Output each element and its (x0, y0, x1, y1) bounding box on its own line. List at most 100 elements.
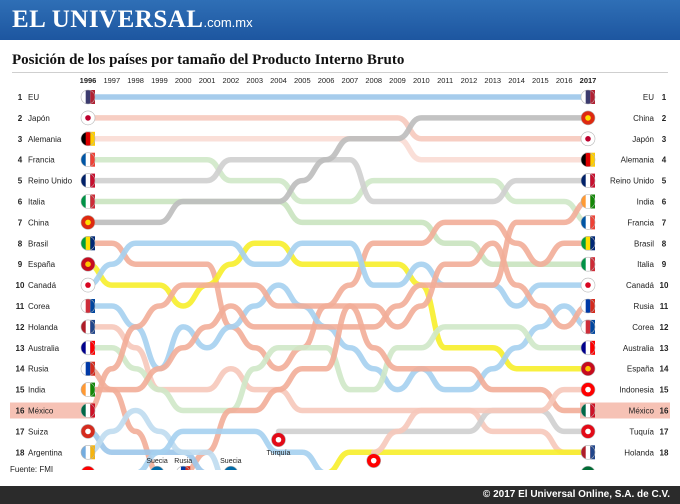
flag-icon-left-15 (80, 382, 96, 397)
highlight-band-left (10, 402, 94, 419)
country-label-left-8: Brasil (28, 239, 48, 248)
flag-icon-left-9-emblem (85, 261, 91, 268)
rank-chart: 1996 1997 1998 1999 2000 2001 2002 2003 2004 2005… (10, 76, 670, 470)
country-label-left-15: India (28, 386, 46, 395)
annotation-flag-icon-8 (271, 432, 286, 448)
flag-icon-left-8 (80, 236, 96, 251)
flag-icon-right-13-outline (580, 340, 596, 356)
flag-icon-right-16-band (585, 403, 591, 418)
flag-icon-left-3 (80, 131, 96, 147)
flag-icon-left-14 (80, 361, 96, 377)
flag-icon-left-2-emblem (85, 115, 91, 121)
year-label-1997: 1997 (103, 76, 120, 85)
flag-icon-right-1-outline (580, 89, 596, 105)
flag-icon-left-3-outline (80, 131, 96, 147)
series-line-brasil (85, 219, 591, 372)
rank-number-left-8: 8 (18, 239, 23, 248)
flag-icon-left-12-band (85, 319, 91, 334)
annotation-flag-icon-9-emblem (370, 457, 377, 464)
year-label-2007: 2007 (342, 76, 359, 85)
flag-icon-right-9 (580, 256, 596, 272)
year-label-2017: 2017 (580, 76, 597, 85)
flag-icon-left-1 (80, 89, 96, 105)
series-line-turquia (275, 407, 591, 435)
flag-icon-right-18-band (585, 445, 591, 460)
flag-icon-left-15-band-right (90, 382, 95, 397)
rank-number-left-11: 11 (16, 302, 25, 311)
flag-icon-left-8-band (85, 236, 91, 251)
page-title: Posición de los países por tamaño del Pr… (12, 52, 405, 68)
flag-icon-right-11-band (585, 299, 591, 313)
country-label-left-11: Corea (28, 302, 50, 311)
flag-icon-right-17 (580, 424, 596, 439)
series-line-francia (85, 156, 591, 226)
country-label-right-2: China (633, 114, 654, 123)
year-label-2010: 2010 (413, 76, 430, 85)
annotation-flag-icon-8-emblem (275, 436, 282, 443)
flag-icon-right-7-band-right (590, 215, 595, 230)
flag-icon-right-16 (580, 403, 596, 418)
flag-icon-left-11 (80, 298, 96, 314)
flag-icon-left-4-band (85, 152, 91, 167)
annotation-flag-icon-9 (366, 453, 382, 468)
country-label-right-11: Rusia (634, 302, 655, 311)
flag-icon-right-17-emblem (585, 428, 591, 435)
series-line-taiwan (137, 428, 325, 470)
year-label-2013: 2013 (484, 76, 501, 85)
flag-icon-right-3 (580, 131, 596, 147)
country-label-left-5: Reino Unido (28, 177, 73, 186)
flag-icon-right-1-band-right (590, 90, 595, 104)
flag-icon-left-16 (80, 403, 96, 418)
brand-logo[interactable]: EL UNIVERSAL.com.mx (12, 6, 253, 34)
flag-icon-right-14-emblem (585, 365, 591, 372)
flag-icon-right-8 (580, 236, 596, 251)
flag-icon-right-7-outline (580, 215, 596, 230)
flag-icon-left-14-band-right (90, 361, 95, 376)
year-label-2006: 2006 (318, 76, 335, 85)
flag-icon-right-11-band-right (590, 299, 595, 313)
country-label-left-6: Italia (28, 198, 45, 207)
flag-icon-left-18 (80, 444, 96, 460)
rank-number-left-1: 1 (18, 93, 23, 102)
flag-icon-left-15-band (85, 382, 91, 397)
country-label-right-9: Italia (637, 260, 654, 269)
flag-icon-left-13-band-right (90, 340, 95, 355)
country-label-right-3: Japón (632, 135, 654, 144)
rank-number-right-6: 6 (662, 198, 667, 207)
flag-icon-right-9-band-right (590, 257, 595, 272)
rank-number-right-18: 18 (660, 448, 669, 457)
rank-number-right-2: 2 (662, 114, 667, 123)
annotation-label-4: Rusia (174, 458, 192, 465)
source-note: Fuente: FMI (10, 465, 54, 474)
flag-icon-right-8-band-right (590, 236, 595, 251)
flag-icon-right-2-outline (580, 110, 596, 126)
series-line-holanda (85, 324, 591, 456)
flag-icon-left-3-band-right (90, 131, 95, 146)
flag-icon-left-6 (80, 194, 96, 209)
year-label-1998: 1998 (127, 76, 144, 85)
series-line-italia (85, 198, 591, 267)
country-label-right-1: EU (643, 93, 654, 102)
flag-icon-left-11-band (85, 299, 91, 313)
flag-icon-right-6 (580, 194, 596, 209)
series-line-japon (85, 115, 591, 142)
header-bar: EL UNIVERSAL.com.mx (0, 0, 680, 40)
rank-number-left-9: 9 (18, 260, 23, 269)
country-label-right-10: Canadá (626, 281, 655, 290)
flag-icon-right-4-band (585, 152, 591, 167)
year-label-2008: 2008 (365, 76, 382, 85)
country-label-right-19: Arabia Saudita (602, 469, 655, 470)
year-label-2011: 2011 (437, 76, 453, 85)
flag-icon-left-8-band-right (90, 236, 95, 251)
year-label-2012: 2012 (461, 76, 478, 85)
rank-number-right-11: 11 (660, 302, 669, 311)
series-line-rusia (85, 240, 591, 470)
flag-icon-left-16-outline (80, 403, 96, 418)
annotation-flag-icon-4 (176, 465, 191, 470)
flag-icon-left-1-outline (80, 89, 96, 105)
flag-icon-left-6-band (85, 194, 91, 209)
flag-icon-left-1-band (85, 90, 91, 104)
flag-icon-right-3-emblem (585, 136, 591, 142)
flag-icon-left-12-band-right (90, 319, 95, 334)
flag-icon-right-10-emblem (585, 282, 591, 288)
